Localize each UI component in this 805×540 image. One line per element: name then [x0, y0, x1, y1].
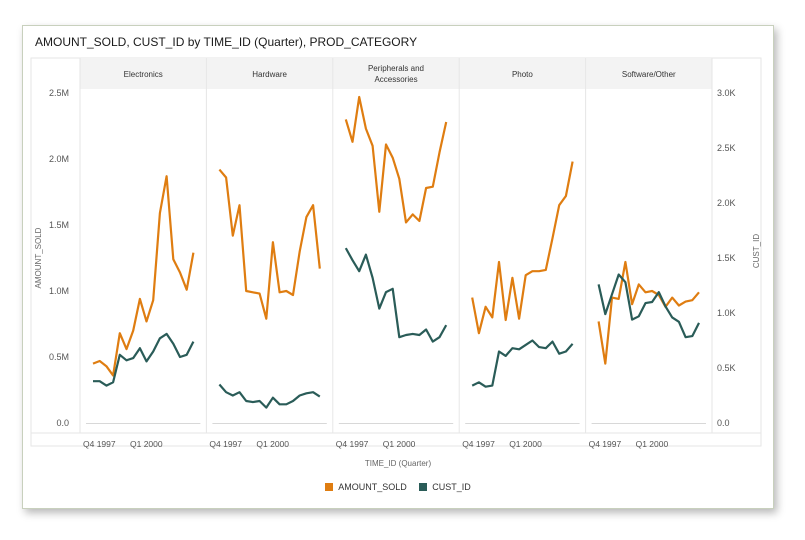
chart-card: AMOUNT_SOLD, CUST_ID by TIME_ID (Quarter… — [22, 25, 774, 509]
legend-label-cust-id: CUST_ID — [432, 482, 471, 492]
y-right-tick-label: 0.0 — [717, 418, 730, 428]
legend-swatch-cust-id — [419, 483, 428, 491]
panel-header-band — [80, 58, 712, 89]
series-line-amount-sold — [218, 168, 321, 320]
y-left-tick-label: 1.5M — [49, 220, 69, 230]
panel-header-label: Hardware — [252, 70, 287, 79]
chart-plot: 0.0 0.5M 1.0M 1.5M 2.0M 2.5M 0.0 0.5K 1.0K 1.5K 2.… — [30, 57, 762, 468]
panel-header-label: Software/Other — [622, 70, 676, 79]
y-left-tick-label: 0.5M — [49, 352, 69, 362]
x-axis-title: TIME_ID (Quarter) — [365, 459, 432, 468]
series-line-cust-id — [218, 383, 321, 409]
x-tick-label: Q4 1997 — [462, 439, 495, 449]
x-tick-label: Q4 1997 — [336, 439, 369, 449]
legend-item-amount-sold[interactable]: AMOUNT_SOLD — [325, 482, 407, 492]
y-right-tick-label: 1.5K — [717, 253, 736, 263]
x-tick-label: Q1 2000 — [636, 439, 669, 449]
y-left-tick-label: 1.0M — [49, 286, 69, 296]
series-line-amount-sold — [471, 161, 574, 335]
x-tick-label: Q4 1997 — [209, 439, 242, 449]
x-tick-label: Q1 2000 — [383, 439, 416, 449]
panel-header-label: Electronics — [124, 70, 163, 79]
y-right-tick-label: 0.5K — [717, 363, 736, 373]
legend-swatch-amount-sold — [325, 483, 334, 491]
series-line-amount-sold — [344, 95, 448, 224]
panel-header-label: Peripherals and — [368, 64, 424, 73]
y-right-tick-label: 2.0K — [717, 198, 736, 208]
panel-header-label: Accessories — [374, 75, 417, 84]
y-right-tick-label: 1.0K — [717, 308, 736, 318]
x-tick-label: Q4 1997 — [83, 439, 116, 449]
chart-title: AMOUNT_SOLD, CUST_ID by TIME_ID (Quarter… — [35, 35, 418, 49]
series-line-cust-id — [597, 273, 700, 339]
y-left-axis-title: AMOUNT_SOLD — [34, 227, 43, 288]
panel-header-label: Photo — [512, 70, 533, 79]
x-tick-label: Q1 2000 — [256, 439, 289, 449]
y-left-tick-label: 2.0M — [49, 154, 69, 164]
series-line-amount-sold — [597, 260, 700, 365]
y-right-tick-label: 2.5K — [717, 143, 736, 153]
x-tick-label: Q4 1997 — [589, 439, 622, 449]
x-tick-label: Q1 2000 — [130, 439, 163, 449]
y-right-tick-label: 3.0K — [717, 88, 736, 98]
series-line-cust-id — [344, 247, 448, 343]
y-left-tick-label: 2.5M — [49, 88, 69, 98]
legend-item-cust-id[interactable]: CUST_ID — [419, 482, 471, 492]
plot-frame — [30, 57, 762, 447]
x-tick-label: Q1 2000 — [509, 439, 542, 449]
series-line-cust-id — [93, 332, 195, 387]
y-right-axis-title: CUST_ID — [752, 234, 761, 268]
y-left-tick-label: 0.0 — [56, 418, 69, 428]
legend-label-amount-sold: AMOUNT_SOLD — [338, 482, 407, 492]
legend: AMOUNT_SOLD CUST_ID — [23, 482, 773, 493]
series-line-amount-sold — [92, 175, 195, 377]
series-line-cust-id — [471, 339, 574, 388]
